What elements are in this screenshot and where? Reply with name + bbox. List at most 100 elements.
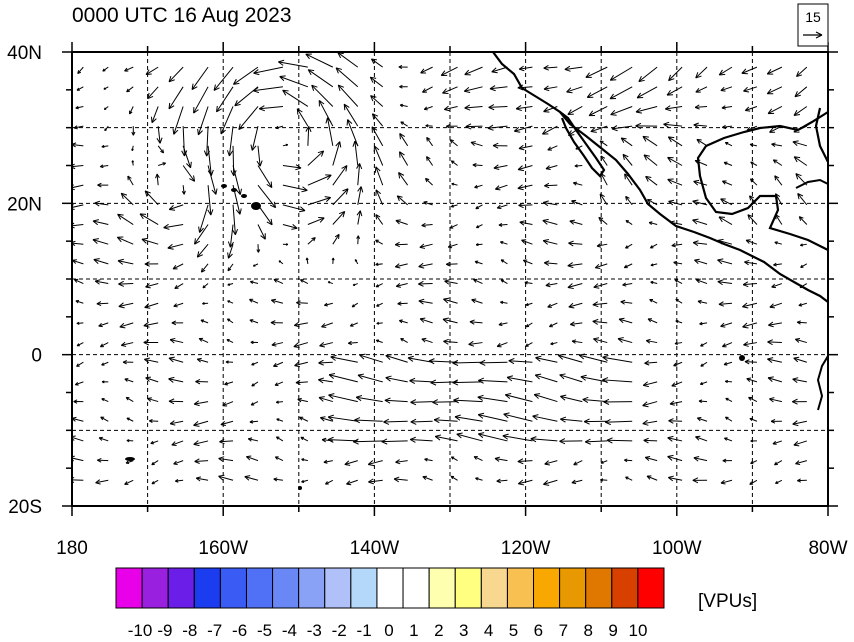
wind-vector <box>644 455 658 462</box>
colorbar-tick-label: -5 <box>257 621 272 640</box>
wind-vector <box>307 174 332 186</box>
wind-vector <box>517 184 533 191</box>
wind-vector <box>169 337 184 344</box>
wind-vector <box>743 341 758 347</box>
wind-vector <box>795 337 807 344</box>
wind-vector <box>721 105 733 110</box>
reference-vector-label: 15 <box>805 9 821 25</box>
wind-vector <box>249 419 259 424</box>
wind-vector <box>151 460 159 466</box>
wind-vector <box>311 84 334 107</box>
wind-vector <box>618 317 633 324</box>
wind-vector <box>722 342 733 348</box>
wind-vector <box>772 159 783 166</box>
colorbar-tick-label: -3 <box>307 621 322 640</box>
wind-vector <box>409 377 433 384</box>
island-southwest <box>125 457 135 461</box>
wind-vector <box>622 153 633 166</box>
graticule <box>72 52 828 506</box>
wind-vector <box>692 218 708 225</box>
wind-vector <box>332 141 342 166</box>
wind-vector <box>193 440 209 447</box>
wind-vector <box>797 193 808 206</box>
wind-vector <box>147 86 159 100</box>
wind-vector <box>643 154 658 166</box>
wind-vector <box>515 104 533 112</box>
wind-vector <box>327 414 358 422</box>
wind-vector <box>423 200 433 206</box>
wind-vector <box>397 301 408 306</box>
wind-vector <box>695 86 708 93</box>
wind-vector <box>76 321 84 325</box>
wind-vector <box>580 374 608 383</box>
wind-vector <box>226 126 234 157</box>
wind-vector <box>545 282 558 288</box>
wind-vector <box>644 360 658 366</box>
wind-vector <box>346 119 359 147</box>
wind-vector <box>157 145 165 154</box>
wind-vector <box>622 282 633 287</box>
wind-vector <box>666 86 683 96</box>
wind-vector <box>227 224 234 248</box>
coastline-gulf-of-mexico <box>696 111 828 251</box>
wind-vector <box>256 244 261 253</box>
wind-vector <box>230 145 237 177</box>
wind-vector <box>446 123 458 129</box>
wind-vector <box>77 66 84 75</box>
wind-vector <box>145 66 159 76</box>
wind-vector <box>588 106 608 117</box>
wind-vector <box>399 151 409 166</box>
wind-vector <box>307 217 325 225</box>
wind-vector <box>774 460 783 466</box>
wind-vector <box>357 373 383 383</box>
wind-vector <box>97 457 109 463</box>
wind-vector <box>725 397 733 403</box>
wind-vector <box>694 104 708 110</box>
wind-vector <box>220 420 234 427</box>
colorbar-tick-label: -10 <box>128 621 153 640</box>
wind-vector <box>521 239 533 245</box>
colorbar-swatch <box>272 567 300 609</box>
wind-vector <box>424 177 433 186</box>
wind-vector <box>72 416 84 422</box>
wind-vector <box>496 204 508 210</box>
wind-vector <box>122 359 134 365</box>
wind-vector <box>120 192 134 206</box>
wind-vector <box>97 182 109 188</box>
wind-vector <box>218 456 234 463</box>
wind-vector <box>145 283 159 289</box>
colorbar-swatch <box>533 567 561 609</box>
wind-vector <box>125 460 134 464</box>
wind-vector <box>568 240 583 247</box>
wind-vector <box>671 381 683 387</box>
wind-vector <box>422 86 433 93</box>
reference-vector: 15 <box>797 3 829 47</box>
wind-vector <box>635 122 658 130</box>
wind-vector <box>420 66 433 74</box>
wind-vector <box>643 437 658 444</box>
wind-vector <box>253 66 284 76</box>
wind-vector <box>449 139 458 147</box>
wind-vector <box>337 84 359 107</box>
wind-vector <box>76 342 84 347</box>
wind-vector <box>700 342 708 347</box>
wind-vector <box>319 341 333 348</box>
wind-vector <box>667 454 683 462</box>
wind-vector <box>394 263 408 269</box>
wind-vector <box>231 204 239 236</box>
colorbar-tick-label: 0 <box>384 621 393 640</box>
island-marquesas <box>298 486 302 490</box>
wind-vector <box>202 283 209 289</box>
wind-vector <box>99 164 109 169</box>
colorbar-tick-label: 1 <box>409 621 418 640</box>
wind-vector <box>394 241 408 248</box>
wind-vector <box>398 172 409 186</box>
wind-vector <box>278 260 284 265</box>
wind-vector <box>282 204 306 213</box>
wind-vector <box>129 106 134 115</box>
wind-vector <box>296 108 309 127</box>
wind-vector <box>354 417 383 424</box>
wind-vector <box>195 476 209 482</box>
longitude-label: 140W <box>350 538 400 559</box>
wind-vector <box>585 66 608 78</box>
